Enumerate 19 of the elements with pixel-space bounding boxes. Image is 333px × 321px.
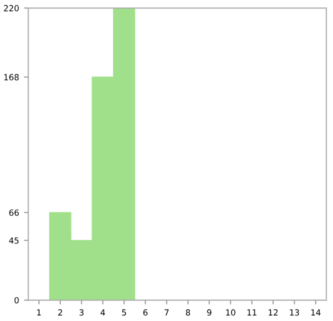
x-tick-label: 3: [80, 309, 84, 316]
y-tick-label: 66: [9, 209, 19, 216]
x-tick-label: 13: [290, 309, 300, 316]
y-tick-label: 220: [4, 5, 19, 12]
x-tick-label: 2: [58, 309, 62, 316]
x-tick-label: 1: [37, 309, 41, 316]
x-tick-label: 4: [100, 309, 105, 316]
y-tick-label: 0: [14, 297, 19, 304]
y-tick-label: 168: [4, 74, 19, 80]
x-tick-label: 9: [207, 309, 212, 316]
y-tick-label: 45: [9, 237, 19, 244]
x-tick-label: 11: [247, 309, 256, 316]
x-tick-label: 12: [268, 309, 278, 316]
x-tick-label: 14: [311, 309, 321, 316]
x-tick-label: 7: [164, 309, 169, 316]
x-tick-label: 6: [143, 309, 148, 316]
x-tick-label: 8: [186, 309, 190, 316]
x-tick-label: 5: [122, 309, 126, 316]
x-tick-label: 10: [226, 309, 236, 316]
